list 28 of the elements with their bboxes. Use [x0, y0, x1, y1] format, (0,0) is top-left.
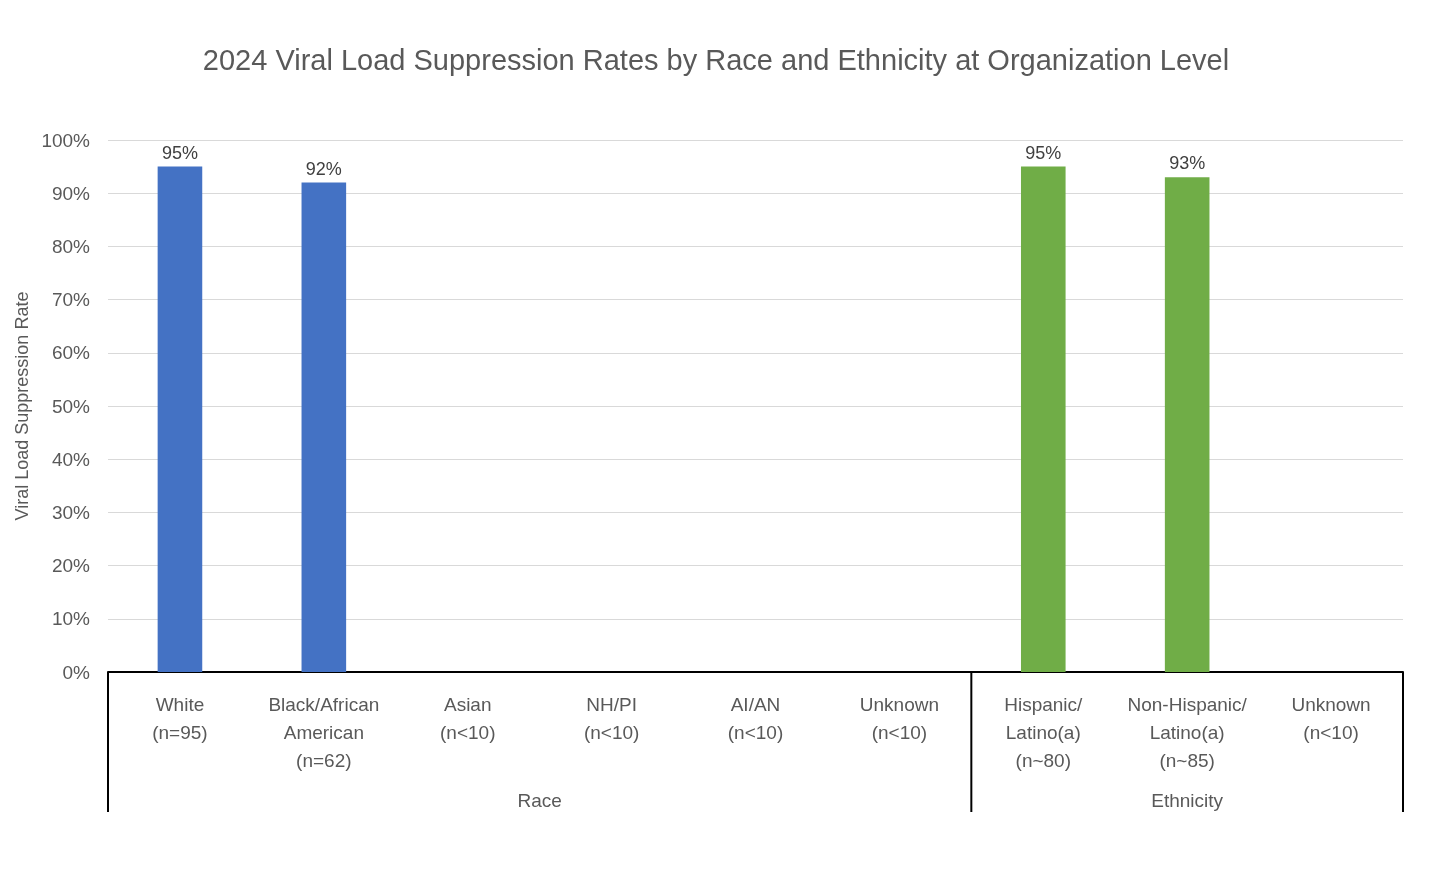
y-tick-label: 30%	[51, 501, 91, 523]
y-tick-label: 70%	[51, 289, 91, 311]
y-tick-label: 20%	[51, 555, 91, 577]
data-label: 92%	[305, 158, 342, 179]
y-tick-label: 90%	[51, 182, 91, 204]
chart-title: 2024 Viral Load Suppression Rates by Race and Ethnicity at Organization Level	[202, 43, 1230, 76]
y-tick-label: 0%	[62, 661, 91, 683]
data-label: 93%	[1169, 153, 1206, 174]
y-tick-label: 100%	[41, 129, 91, 151]
x-tick-label: AI/AN (n<10)	[727, 693, 784, 743]
x-tick-label: Unknown (n<10)	[1291, 693, 1371, 743]
text: Ethnicity	[1151, 789, 1224, 811]
x-tick-label: Asian (n<10)	[440, 693, 496, 743]
x-tick-label: White (n=95)	[152, 693, 208, 743]
x-tick-label: Black/African American (n=62)	[268, 693, 380, 771]
x-tick-label: NH/PI (n<10)	[583, 693, 640, 743]
y-tick-label: 40%	[51, 448, 91, 470]
x-tick-label: Non-Hispanic/ Latino(a) (n~85)	[1127, 693, 1248, 771]
y-tick-label: 80%	[51, 235, 91, 257]
y-tick-label: 10%	[51, 608, 91, 630]
x-tick-label: Unknown (n<10)	[859, 693, 939, 743]
y-tick-label: 50%	[51, 395, 91, 417]
x-tick-label: Hispanic/ Latino(a) (n~80)	[1004, 693, 1084, 771]
y-tick-label: 60%	[51, 342, 91, 364]
y-axis-title: Viral Load Suppression Rate	[11, 291, 32, 521]
data-label: 95%	[161, 142, 198, 163]
data-label: 95%	[1025, 142, 1062, 163]
text: Race	[517, 789, 562, 811]
